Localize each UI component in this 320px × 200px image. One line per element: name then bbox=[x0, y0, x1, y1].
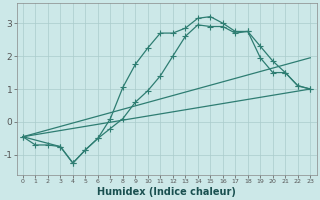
X-axis label: Humidex (Indice chaleur): Humidex (Indice chaleur) bbox=[97, 187, 236, 197]
